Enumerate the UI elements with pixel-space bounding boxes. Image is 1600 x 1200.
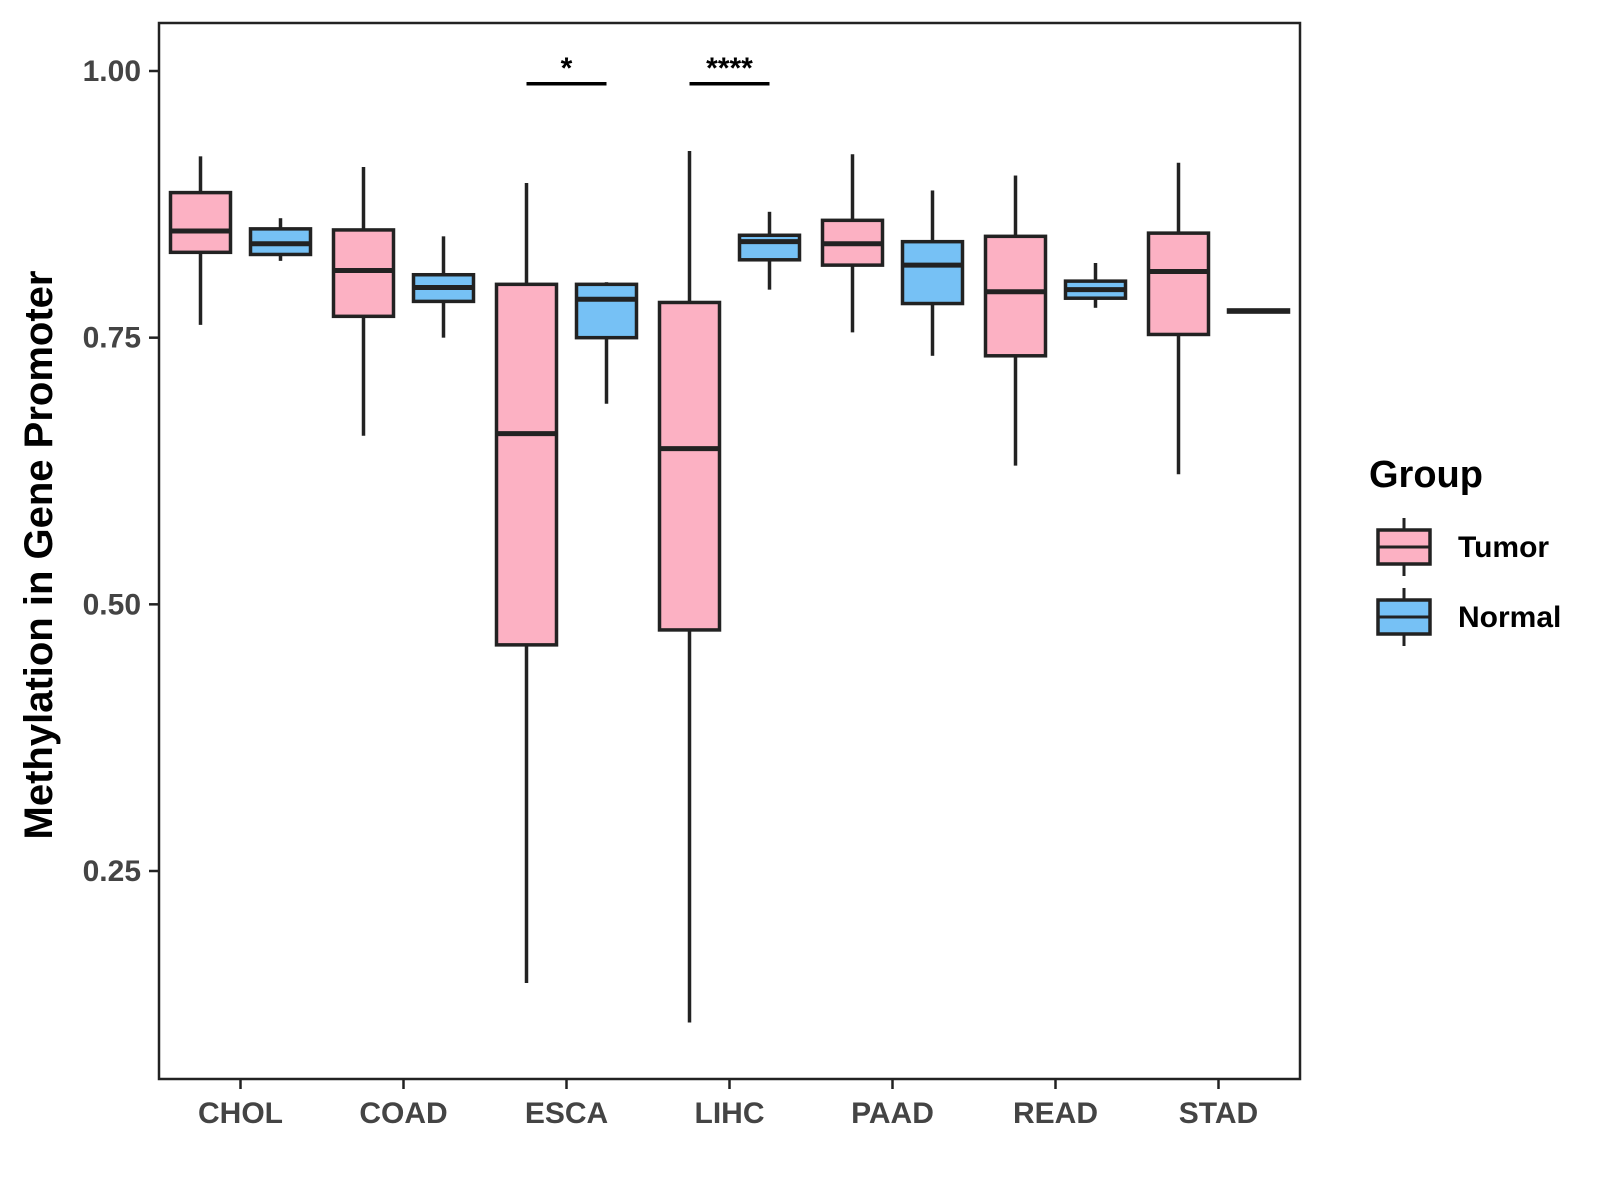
x-tick-label: CHOL bbox=[198, 1097, 283, 1130]
box-iqr bbox=[983, 234, 1048, 358]
box-iqr bbox=[1146, 231, 1211, 337]
box-tumor-chol bbox=[168, 156, 233, 325]
box-normal-stad bbox=[1226, 308, 1291, 314]
y-axis-title: Methylation in Gene Promoter bbox=[17, 271, 61, 840]
legend-item-tumor: Tumor bbox=[1376, 518, 1549, 576]
legend-label: Normal bbox=[1458, 601, 1561, 634]
box-tumor-coad bbox=[331, 167, 396, 436]
x-axis: CHOL COAD ESCA LIHC PAAD READ STAD bbox=[198, 1079, 1258, 1130]
box-normal-coad bbox=[411, 236, 476, 338]
legend-item-normal: Normal bbox=[1376, 588, 1561, 646]
box-iqr bbox=[494, 282, 559, 647]
x-tick-label: ESCA bbox=[525, 1097, 608, 1130]
box-iqr bbox=[574, 282, 639, 340]
box-normal-lihc bbox=[737, 211, 802, 290]
x-tick-label: READ bbox=[1013, 1097, 1098, 1130]
significance-label: * bbox=[561, 52, 573, 85]
legend-label: Tumor bbox=[1458, 531, 1549, 564]
x-tick-label: PAAD bbox=[851, 1097, 934, 1130]
box-tumor-esca bbox=[494, 183, 559, 983]
box-iqr bbox=[737, 233, 802, 262]
x-tick-label: STAD bbox=[1179, 1097, 1258, 1130]
y-axis: 0.25 0.50 0.75 1.00 bbox=[83, 55, 159, 888]
box-normal-paad bbox=[900, 190, 965, 356]
plot-panel bbox=[157, 21, 1302, 1081]
box-iqr bbox=[168, 190, 233, 255]
box-series-group bbox=[168, 151, 1291, 1023]
y-tick-label: 0.50 bbox=[83, 588, 141, 621]
x-tick-label: COAD bbox=[359, 1097, 447, 1130]
box-normal-chol bbox=[248, 218, 313, 261]
legend: Group Tumor Normal bbox=[1369, 454, 1561, 646]
box-tumor-read bbox=[983, 175, 1048, 466]
significance-label: **** bbox=[706, 52, 753, 85]
y-tick-label: 1.00 bbox=[83, 55, 141, 88]
y-tick-label: 0.25 bbox=[83, 855, 141, 888]
box-iqr bbox=[657, 300, 722, 632]
box-tumor-lihc bbox=[657, 151, 722, 1023]
legend-title: Group bbox=[1369, 454, 1483, 496]
significance-annotations: * **** bbox=[526, 52, 770, 86]
box-iqr bbox=[331, 228, 396, 319]
box-iqr bbox=[900, 239, 965, 306]
box-normal-esca bbox=[574, 282, 639, 404]
box-tumor-stad bbox=[1146, 162, 1211, 475]
y-tick-label: 0.75 bbox=[83, 322, 141, 355]
x-tick-label: LIHC bbox=[695, 1097, 765, 1130]
box-tumor-paad bbox=[820, 154, 885, 333]
box-normal-read bbox=[1063, 263, 1128, 308]
